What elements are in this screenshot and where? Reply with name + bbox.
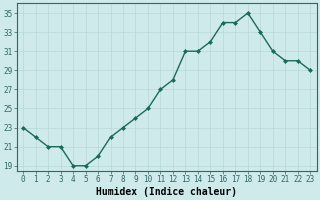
X-axis label: Humidex (Indice chaleur): Humidex (Indice chaleur) <box>96 186 237 197</box>
